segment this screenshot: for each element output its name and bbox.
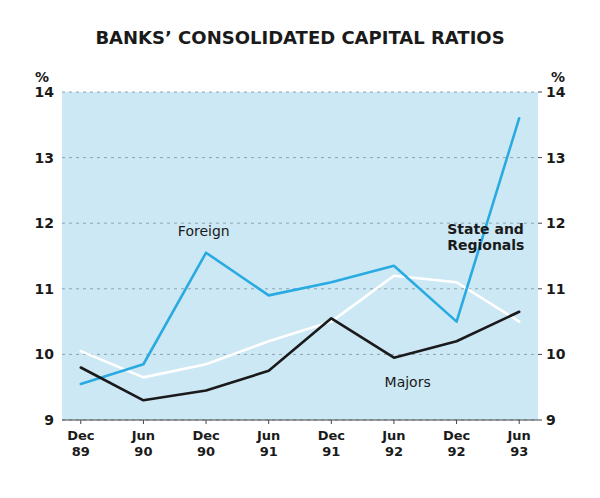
- series-label: Majors: [385, 374, 431, 390]
- y-tick-label: 10: [35, 346, 55, 362]
- grid-line: [62, 354, 538, 355]
- text-line: Dec: [67, 428, 94, 443]
- text-line: 90: [197, 444, 215, 459]
- plot-background: [62, 92, 538, 420]
- text-line: Majors: [385, 374, 431, 390]
- y2-tick-label: 9: [546, 412, 556, 428]
- x-axis-line: [62, 419, 538, 420]
- y-tick-label: 11: [35, 281, 54, 297]
- text-line: 91: [260, 444, 278, 459]
- y-tick-label: 9: [44, 412, 54, 428]
- text-line: Foreign: [178, 223, 230, 239]
- y-tick-label: 12: [35, 215, 54, 231]
- text-line: 93: [510, 444, 528, 459]
- text-line: 89: [72, 444, 90, 459]
- x-tick: [519, 420, 520, 424]
- x-tick: [393, 420, 394, 424]
- x-tick-label: Dec92: [443, 428, 470, 459]
- x-tick: [206, 420, 207, 424]
- title: BANKS’ CONSOLIDATED CAPITAL RATIOS: [95, 27, 504, 48]
- x-tick-label: Jun93: [507, 428, 531, 459]
- y2-tick-label: 11: [546, 281, 565, 297]
- y2-tick: [538, 157, 542, 158]
- y2-tick: [538, 288, 542, 289]
- x-tick: [268, 420, 269, 424]
- y2-tick-label: 10: [546, 346, 566, 362]
- text-line: Dec: [443, 428, 470, 443]
- series-line: [81, 312, 519, 401]
- series-label: State andRegionals: [447, 221, 524, 253]
- x-tick: [143, 420, 144, 424]
- series-label: Foreign: [178, 223, 230, 239]
- y2-tick: [538, 92, 542, 93]
- text-line: Regionals: [447, 237, 524, 253]
- y-tick-label: 13: [35, 150, 54, 166]
- text-line: Jun: [507, 428, 531, 443]
- series-line: [81, 276, 519, 378]
- y2-tick-label: 13: [546, 150, 565, 166]
- grid-line: [62, 92, 538, 93]
- x-tick-label: Dec90: [192, 428, 219, 459]
- grid-line: [62, 157, 538, 158]
- grid-line: [62, 420, 538, 421]
- text-line: Jun: [381, 428, 405, 443]
- text-line: Jun: [131, 428, 155, 443]
- text-line: 91: [322, 444, 340, 459]
- text-line: Dec: [318, 428, 345, 443]
- x-tick: [456, 420, 457, 424]
- y-tick-label: 14: [35, 84, 55, 100]
- y2-tick: [538, 354, 542, 355]
- y2-tick: [538, 420, 542, 421]
- x-tick: [80, 420, 81, 424]
- text-line: 90: [134, 444, 152, 459]
- y2-tick-label: 14: [546, 84, 566, 100]
- x-tick-label: Dec91: [318, 428, 345, 459]
- text-line: 92: [385, 444, 403, 459]
- y2-tick: [538, 223, 542, 224]
- text-line: Jun: [256, 428, 280, 443]
- y2-tick-label: 12: [546, 215, 565, 231]
- text-line: 92: [448, 444, 466, 459]
- x-tick-label: Jun91: [256, 428, 280, 459]
- lines: [81, 118, 519, 400]
- y2-axis-label: %: [551, 69, 565, 85]
- x-tick-label: Dec89: [67, 428, 94, 459]
- text-line: State and: [447, 221, 524, 237]
- x-tick-label: Jun90: [131, 428, 155, 459]
- x-tick: [331, 420, 332, 424]
- text-line: Dec: [192, 428, 219, 443]
- y-axis-label: %: [35, 69, 49, 85]
- x-tick-label: Jun92: [381, 428, 405, 459]
